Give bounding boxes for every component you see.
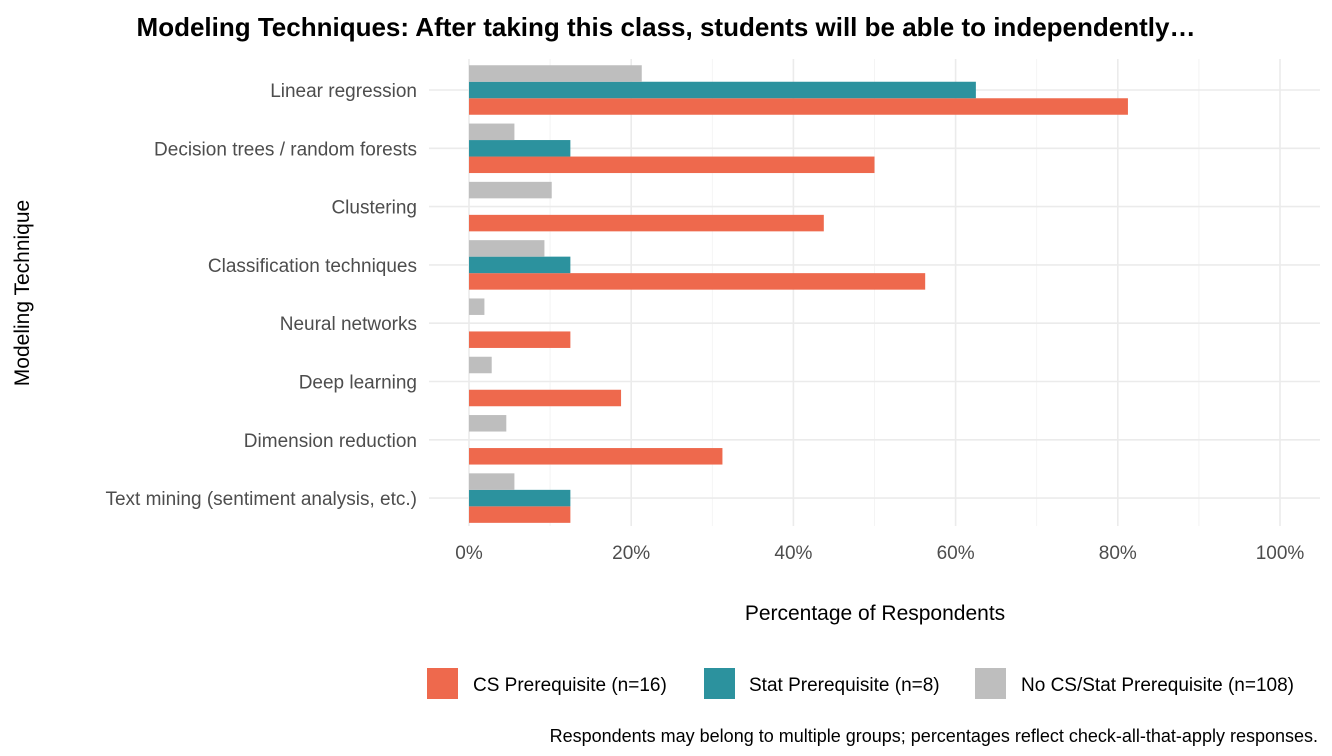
x-tick-label: 0% (455, 543, 483, 564)
category-label: Clustering (331, 198, 417, 219)
category-label: Text mining (sentiment analysis, etc.) (105, 489, 417, 510)
bar-none (469, 473, 515, 490)
category-label: Decision trees / random forests (154, 139, 417, 160)
legend-key (427, 668, 458, 699)
legend-key (704, 668, 735, 699)
bar-cs (469, 273, 926, 290)
category-label: Deep learning (299, 373, 417, 394)
x-tick-labels: 0% 20% 40% 60% 80% 100% (455, 543, 1304, 564)
bar-none (469, 65, 642, 82)
legend-label: No CS/Stat Prerequisite (n=108) (1021, 675, 1294, 696)
category-label: Linear regression (270, 81, 417, 102)
bar-cs (469, 389, 622, 407)
legend: CS Prerequisite (n=16) Stat Prerequisite … (427, 668, 1294, 699)
bar-cs (469, 214, 824, 232)
x-tick-label: 20% (612, 543, 650, 564)
category-label: Neural networks (280, 314, 417, 335)
bar-stat (469, 81, 976, 99)
chart-title: Modeling Techniques: After taking this c… (137, 12, 1196, 42)
category-label: Dimension reduction (244, 431, 417, 452)
bar-stat (469, 140, 571, 157)
category-labels: Linear regression Decision trees / random… (105, 81, 417, 510)
bar-cs (469, 98, 1128, 115)
bar-none (469, 356, 492, 374)
bar-stat (469, 489, 571, 507)
chart-caption: Respondents may belong to multiple group… (550, 726, 1318, 746)
x-axis-title: Percentage of Respondents (745, 602, 1005, 625)
bar-cs (469, 506, 571, 523)
bar-none (469, 181, 552, 199)
legend-label: CS Prerequisite (n=16) (473, 675, 667, 696)
x-tick-label: 100% (1256, 543, 1305, 564)
category-label: Classification techniques (208, 256, 417, 277)
bar-cs (469, 156, 875, 174)
bar-none (469, 240, 545, 257)
bar-none (469, 298, 485, 315)
y-axis-title: Modeling Technique (11, 200, 34, 386)
x-tick-label: 80% (1099, 543, 1137, 564)
bar-stat (469, 256, 571, 274)
bars (469, 65, 1128, 523)
legend-label: Stat Prerequisite (n=8) (749, 675, 940, 696)
bar-none (469, 123, 515, 141)
x-tick-label: 60% (937, 543, 975, 564)
bar-cs (469, 331, 571, 348)
bar-cs (469, 448, 723, 465)
bar-none (469, 415, 507, 432)
legend-key (975, 668, 1006, 699)
x-tick-label: 40% (774, 543, 812, 564)
